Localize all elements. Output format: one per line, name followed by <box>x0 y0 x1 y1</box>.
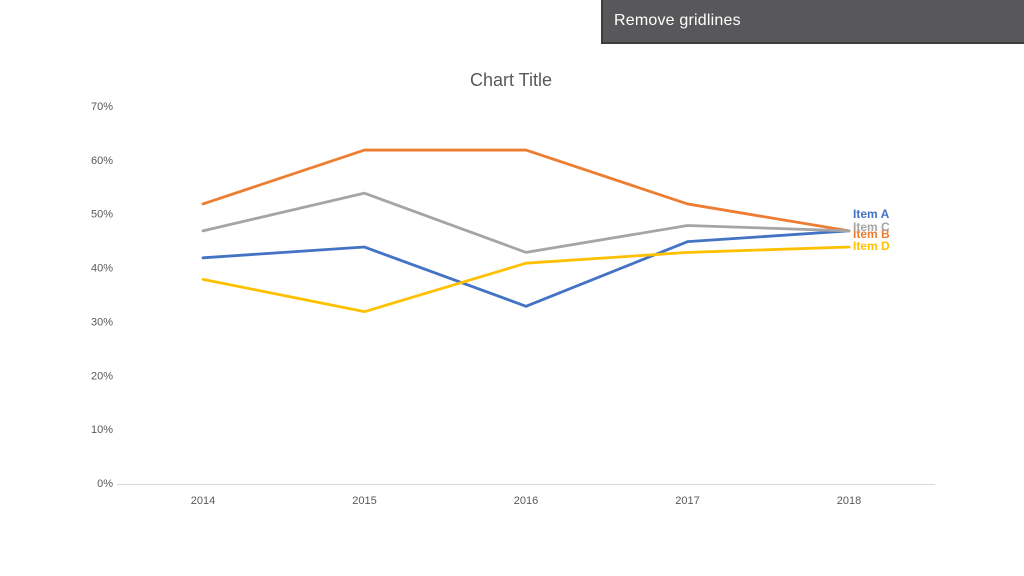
y-tick-label: 0% <box>97 478 113 490</box>
y-tick-label: 70% <box>91 101 113 113</box>
series-end-label-item-a: Item A <box>853 207 890 221</box>
task-banner: Remove gridlines <box>601 0 1024 44</box>
y-tick-label: 50% <box>91 209 113 221</box>
series-line-item-a[interactable] <box>201 229 851 308</box>
series-line-item-d[interactable] <box>201 245 851 314</box>
y-tick-label: 10% <box>91 424 113 436</box>
series-line-item-b[interactable] <box>201 148 851 233</box>
x-tick-label: 2016 <box>514 495 538 507</box>
y-tick-label: 20% <box>91 370 113 382</box>
x-tick-label: 2014 <box>191 495 215 507</box>
task-banner-text: Remove gridlines <box>614 12 741 29</box>
y-tick-label: 60% <box>91 155 113 167</box>
series-end-label-item-b: Item B <box>853 227 890 241</box>
y-tick-label: 30% <box>91 316 113 328</box>
series-end-label-item-c: Item C <box>853 220 890 234</box>
chart-title: Chart Title <box>469 70 553 90</box>
series-line-item-c[interactable] <box>201 191 851 254</box>
y-tick-label: 40% <box>91 263 113 275</box>
x-tick-label: 2018 <box>837 495 861 507</box>
x-tick-label: 2017 <box>675 495 699 507</box>
series-end-label-item-d: Item D <box>853 239 890 253</box>
x-tick-label: 2015 <box>352 495 376 507</box>
